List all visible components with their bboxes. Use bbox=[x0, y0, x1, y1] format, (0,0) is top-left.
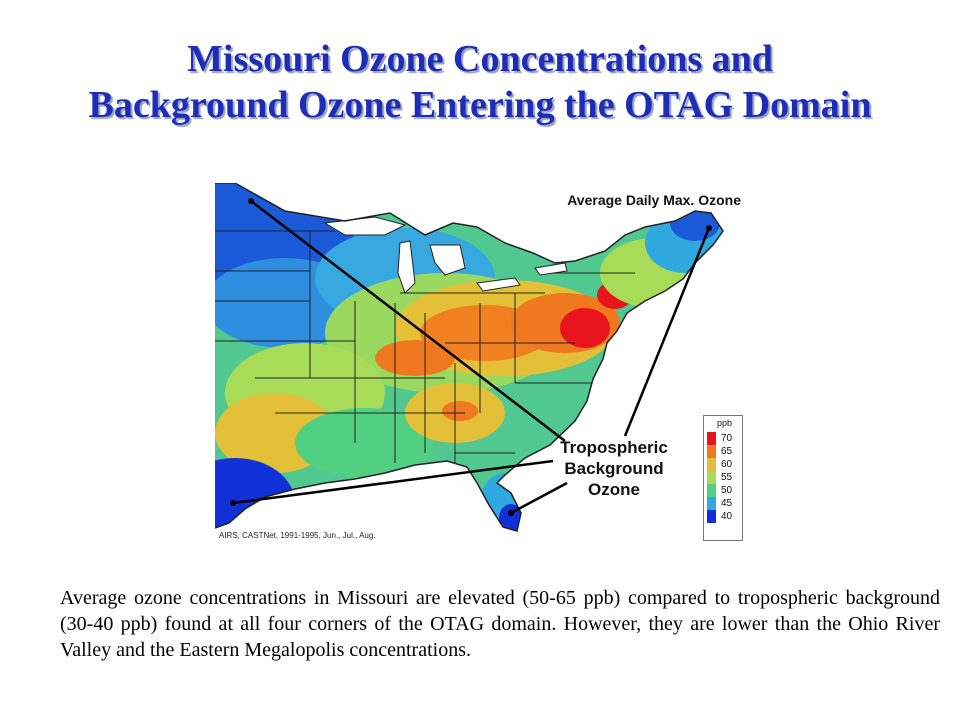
legend-swatch bbox=[707, 445, 716, 458]
data-source-note: AIRS, CASTNet, 1991-1995, Jun., Jul., Au… bbox=[219, 531, 376, 540]
caption-paragraph: Average ozone concentrations in Missouri… bbox=[60, 587, 940, 661]
legend-label: 65 bbox=[721, 446, 733, 457]
legend-label: 50 bbox=[721, 485, 733, 496]
ozone-map-graphic bbox=[215, 183, 724, 532]
callout-line-3: Ozone bbox=[588, 480, 640, 499]
legend-swatch bbox=[707, 497, 716, 510]
legend-unit: ppb bbox=[717, 418, 733, 428]
legend-swatch bbox=[707, 458, 716, 471]
legend-item: 65 bbox=[707, 445, 741, 458]
callout-line-2: Background bbox=[564, 459, 664, 478]
map-title: Average Daily Max. Ozone bbox=[567, 192, 741, 208]
legend-label: 60 bbox=[721, 459, 733, 470]
title-line-2: Background Ozone Entering the OTAG Domai… bbox=[88, 84, 872, 126]
legend-label: 55 bbox=[721, 472, 733, 483]
legend-item: 70 bbox=[707, 432, 741, 445]
legend-swatch bbox=[707, 432, 716, 445]
legend-item: 40 bbox=[707, 510, 741, 523]
ozone-map: Average Daily Max. Ozone Tropospheric Ba… bbox=[215, 183, 745, 546]
title-line-1: Missouri Ozone Concentrations and bbox=[187, 38, 773, 80]
legend-swatch bbox=[707, 510, 716, 523]
legend-item: 50 bbox=[707, 484, 741, 497]
legend-label: 40 bbox=[721, 511, 733, 522]
legend-label: 45 bbox=[721, 498, 733, 509]
legend-item: 60 bbox=[707, 458, 741, 471]
ozone-legend: ppb 70 65 60 55 50 45 40 bbox=[703, 415, 743, 541]
legend-swatch bbox=[707, 471, 716, 484]
background-ozone-callout: Tropospheric Background Ozone bbox=[549, 437, 679, 500]
slide-title: Missouri Ozone Concentrations and Backgr… bbox=[40, 36, 920, 128]
legend-swatch bbox=[707, 484, 716, 497]
legend-item: 45 bbox=[707, 497, 741, 510]
legend-label: 70 bbox=[721, 433, 733, 444]
callout-line-1: Tropospheric bbox=[560, 438, 668, 457]
legend-item: 55 bbox=[707, 471, 741, 484]
